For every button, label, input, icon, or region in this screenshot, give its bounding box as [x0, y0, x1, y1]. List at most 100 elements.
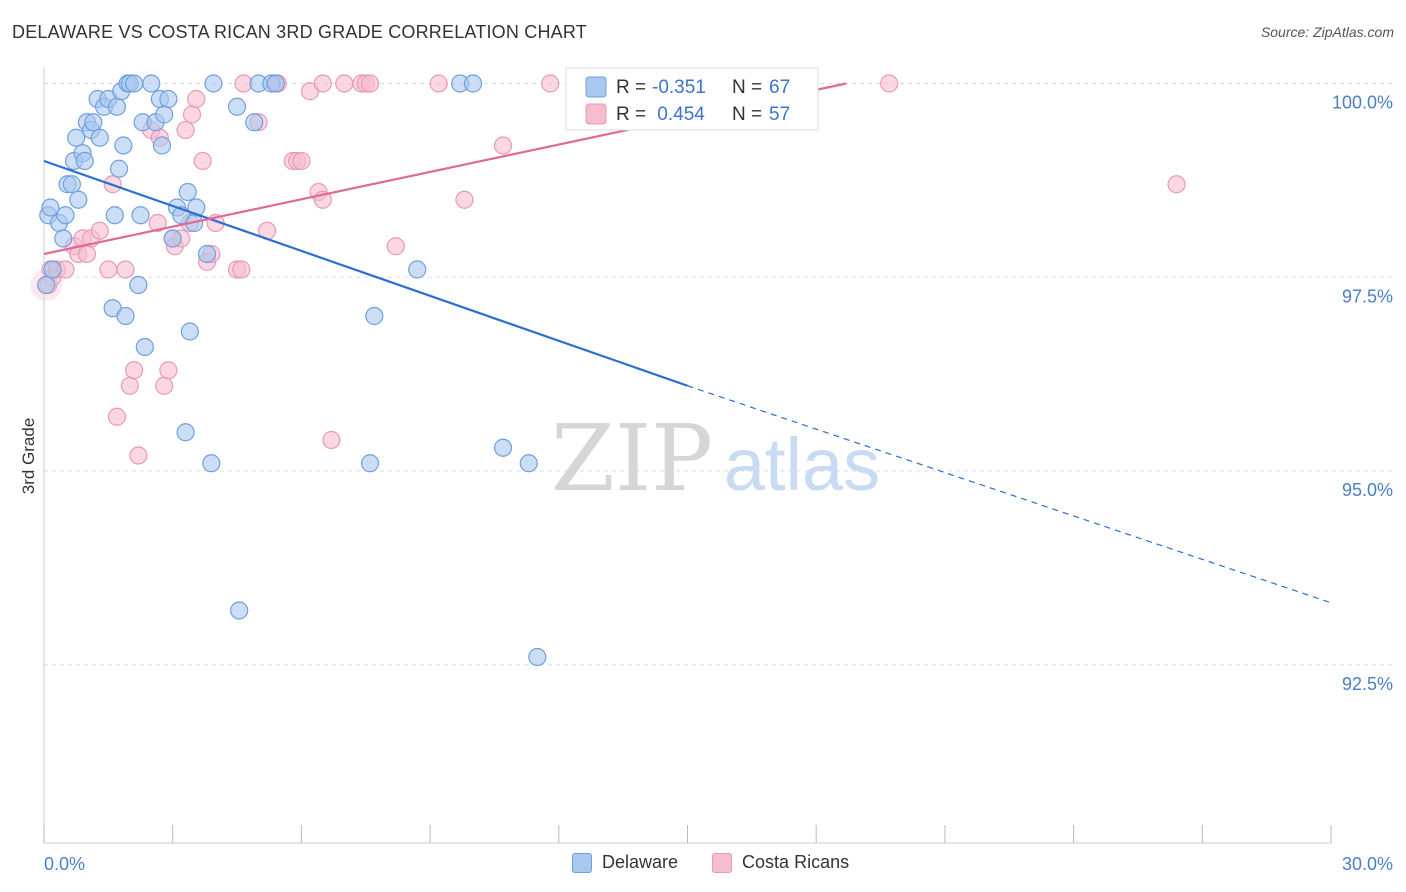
data-point [360, 454, 380, 473]
data-point [408, 260, 427, 279]
legend-n-value-costa-ricans: 57 [769, 104, 790, 125]
chart-title: DELAWARE VS COSTA RICAN 3RD GRADE CORREL… [12, 22, 587, 42]
data-point [41, 198, 60, 217]
data-point [129, 275, 148, 295]
data-point [155, 105, 174, 124]
data-point [197, 244, 217, 264]
data-point [135, 337, 154, 357]
data-point [129, 446, 148, 465]
data-point [365, 306, 384, 326]
data-point [107, 407, 127, 426]
source-label: Source: ZipAtlas.com [1260, 24, 1394, 40]
legend-r-value-costa-ricans: 0.454 [652, 104, 705, 125]
data-point [245, 113, 264, 132]
legend-item-costa-ricans[interactable]: Costa Ricans [712, 852, 849, 873]
x-tick-labels: 0.0% 30.0% [44, 854, 1393, 874]
data-point [232, 260, 251, 279]
legend-r-label-delaware: R = [616, 77, 646, 98]
data-point [56, 206, 75, 225]
data-point [541, 74, 560, 93]
legend-swatch-costa-ricans [585, 103, 607, 125]
delaware-points [37, 74, 590, 667]
data-point [155, 376, 174, 395]
data-point [230, 601, 249, 620]
legend-n-label-delaware: N = [732, 77, 762, 98]
delaware-trend-line [43, 159, 688, 387]
data-point [84, 113, 103, 132]
data-point [493, 438, 513, 457]
data-point [37, 275, 56, 295]
data-point [114, 136, 133, 155]
data-point [159, 361, 178, 380]
data-point [187, 89, 206, 109]
data-point [152, 136, 172, 155]
y-tick-labels: 100.0% 97.5% 95.0% 92.5% [1332, 93, 1393, 694]
legend-swatch-delaware-bottom [572, 852, 592, 873]
data-point [109, 159, 129, 178]
data-point [176, 120, 195, 140]
data-point [131, 206, 150, 225]
series-legend: Delaware Costa Ricans [572, 852, 883, 873]
data-point [62, 175, 81, 194]
data-point [43, 260, 62, 279]
data-point [116, 260, 135, 279]
data-point [227, 97, 247, 116]
data-point [69, 190, 88, 209]
legend-n-value-delaware: 67 [769, 77, 790, 98]
data-point [335, 74, 354, 93]
y-tick-label: 97.5% [1342, 286, 1393, 306]
data-point [107, 97, 127, 116]
data-point [386, 237, 405, 256]
data-point [90, 221, 109, 240]
data-point [519, 454, 538, 473]
data-point [313, 74, 332, 93]
data-point [429, 74, 448, 93]
data-point [54, 229, 73, 248]
data-point [202, 454, 221, 473]
data-point [148, 213, 167, 233]
data-point [178, 182, 197, 202]
legend-label-delaware: Delaware [602, 852, 679, 872]
x-tick-label: 30.0% [1342, 854, 1393, 874]
data-point [204, 74, 223, 93]
data-point [90, 128, 109, 147]
legend-r-value-delaware: -0.351 [652, 77, 706, 98]
y-tick-label: 95.0% [1342, 480, 1393, 500]
data-point [142, 74, 161, 93]
watermark-atlas: atlas [724, 423, 880, 506]
data-point [99, 260, 118, 279]
y-tick-label: 100.0% [1332, 93, 1393, 113]
data-point [493, 136, 513, 155]
data-point [105, 206, 124, 225]
legend-n-label-costa-ricans: N = [732, 104, 762, 125]
data-point [322, 430, 341, 450]
delaware-trend-line-extension [687, 385, 1332, 604]
data-point [75, 151, 94, 171]
correlation-legend: R = -0.351 N = 67 R = 0.454 N = 57 [565, 67, 819, 131]
data-point [292, 151, 311, 171]
data-point [182, 105, 202, 124]
data-point [67, 128, 86, 147]
watermark: ZIP atlas [551, 405, 880, 512]
data-point [116, 306, 135, 326]
data-point [193, 151, 212, 171]
y-axis-label: 3rd Grade [19, 418, 38, 495]
data-point [163, 229, 182, 248]
data-point [77, 244, 97, 264]
grid-lines [44, 83, 1395, 666]
data-point [360, 74, 380, 93]
data-point [124, 361, 144, 380]
legend-item-delaware[interactable]: Delaware [572, 852, 678, 873]
trend-lines [43, 82, 1332, 604]
x-tick-label: 0.0% [44, 854, 85, 874]
data-point [880, 74, 899, 93]
legend-swatch-delaware [585, 76, 607, 98]
data-point [176, 423, 195, 442]
data-point [463, 74, 483, 93]
data-point [120, 376, 139, 395]
axes [43, 68, 1332, 844]
y-tick-label: 92.5% [1342, 674, 1393, 694]
data-point [528, 647, 547, 667]
legend-r-label-costa-ricans: R = [616, 104, 646, 125]
